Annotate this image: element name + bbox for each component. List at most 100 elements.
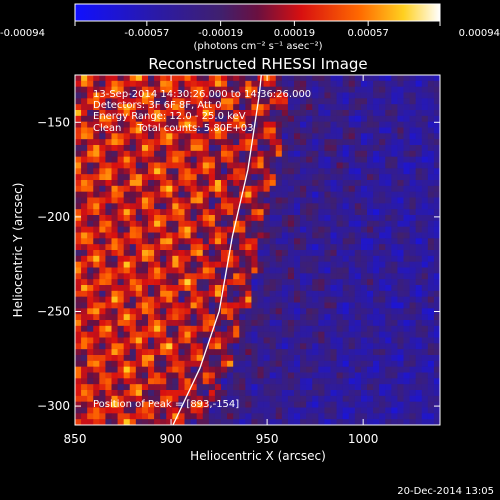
heatmap-cell xyxy=(354,150,362,158)
heatmap-cell xyxy=(75,156,82,163)
heatmap-cell xyxy=(196,168,204,175)
heatmap-cell xyxy=(111,250,118,257)
heatmap-cell xyxy=(403,139,410,146)
heatmap-cell xyxy=(117,203,125,210)
heatmap-cell xyxy=(111,366,118,373)
heatmap-cell xyxy=(75,314,82,321)
heatmap-cell xyxy=(281,279,289,286)
heatmap-cell xyxy=(275,226,283,233)
heatmap-cell xyxy=(348,133,356,140)
heatmap-cell xyxy=(415,273,423,280)
heatmap-cell xyxy=(154,92,161,99)
heatmap-cell xyxy=(318,331,325,338)
heatmap-cell xyxy=(275,308,283,315)
heatmap-cell xyxy=(281,232,289,239)
heatmap-cell xyxy=(318,145,325,152)
y-tick-label: −150 xyxy=(37,115,70,129)
heatmap-cell xyxy=(312,378,319,385)
heatmap-cell xyxy=(257,209,264,216)
heatmap-cell xyxy=(196,244,204,251)
heatmap-cell xyxy=(227,156,234,163)
heatmap-cell xyxy=(184,92,191,99)
heatmap-cell xyxy=(294,197,301,204)
heatmap-cell xyxy=(93,314,100,321)
heatmap-cell xyxy=(300,320,307,327)
heatmap-cell xyxy=(129,314,137,321)
heatmap-cell xyxy=(342,296,350,303)
heatmap-cell xyxy=(354,98,362,105)
heatmap-cell xyxy=(294,220,301,228)
heatmap-cell xyxy=(214,168,222,175)
heatmap-cell xyxy=(367,191,374,198)
heatmap-cell xyxy=(263,220,271,228)
heatmap-cell xyxy=(154,337,161,344)
heatmap-cell xyxy=(251,320,258,327)
heatmap-cell xyxy=(263,232,271,239)
heatmap-cell xyxy=(354,86,362,93)
heatmap-cell xyxy=(135,197,143,204)
heatmap-cell xyxy=(154,121,161,128)
heatmap-cell xyxy=(105,209,112,216)
heatmap-cell xyxy=(433,150,440,158)
heatmap-cell xyxy=(129,255,137,263)
heatmap-cell xyxy=(99,314,106,321)
heatmap-cell xyxy=(160,180,167,187)
heatmap-cell xyxy=(202,185,210,193)
heatmap-cell xyxy=(367,220,374,228)
heatmap-cell xyxy=(160,162,167,169)
heatmap-cell xyxy=(421,308,429,315)
heatmap-cell xyxy=(306,98,313,105)
heatmap-cell xyxy=(294,215,301,222)
heatmap-cell xyxy=(208,197,216,204)
heatmap-cell xyxy=(294,203,301,210)
heatmap-cell xyxy=(172,80,179,88)
heatmap-cell xyxy=(330,320,337,327)
heatmap-cell xyxy=(111,395,118,403)
heatmap-cell xyxy=(342,75,350,82)
heatmap-cell xyxy=(160,150,167,158)
heatmap-cell xyxy=(348,349,356,356)
heatmap-cell xyxy=(312,267,319,274)
heatmap-cell xyxy=(379,191,386,198)
heatmap-cell xyxy=(239,244,246,251)
heatmap-cell xyxy=(172,250,179,257)
heatmap-cell xyxy=(135,127,143,134)
heatmap-cell xyxy=(354,320,362,327)
heatmap-cell xyxy=(111,127,118,134)
heatmap-cell xyxy=(379,261,386,268)
heatmap-cell xyxy=(300,121,307,128)
heatmap-cell xyxy=(111,244,118,251)
heatmap-cell xyxy=(257,255,264,263)
heatmap-cell xyxy=(415,110,423,117)
heatmap-cell xyxy=(342,209,350,216)
heatmap-cell xyxy=(227,255,234,263)
heatmap-cell xyxy=(123,261,131,268)
heatmap-cell xyxy=(251,255,258,263)
heatmap-cell xyxy=(196,325,204,333)
heatmap-cell xyxy=(81,413,88,420)
heatmap-cell xyxy=(117,419,125,425)
heatmap-cell xyxy=(367,162,374,169)
heatmap-cell xyxy=(160,413,167,420)
heatmap-cell xyxy=(263,337,271,344)
heatmap-cell xyxy=(81,226,88,233)
heatmap-cell xyxy=(196,110,204,117)
heatmap-cell xyxy=(117,355,125,362)
heatmap-cell xyxy=(373,413,380,420)
heatmap-cell xyxy=(117,255,125,263)
heatmap-cell xyxy=(330,92,337,99)
heatmap-cell xyxy=(275,302,283,309)
heatmap-cell xyxy=(281,121,289,128)
heatmap-cell xyxy=(263,331,271,338)
heatmap-cell xyxy=(239,343,246,350)
heatmap-cell xyxy=(105,261,112,268)
heatmap-cell xyxy=(87,255,94,263)
heatmap-cell xyxy=(415,127,423,134)
heatmap-cell xyxy=(318,150,325,158)
heatmap-cell xyxy=(275,360,283,368)
heatmap-cell xyxy=(154,127,161,134)
heatmap-cell xyxy=(184,191,191,198)
heatmap-cell xyxy=(75,174,82,181)
heatmap-cell xyxy=(263,185,271,193)
heatmap-cell xyxy=(281,139,289,146)
